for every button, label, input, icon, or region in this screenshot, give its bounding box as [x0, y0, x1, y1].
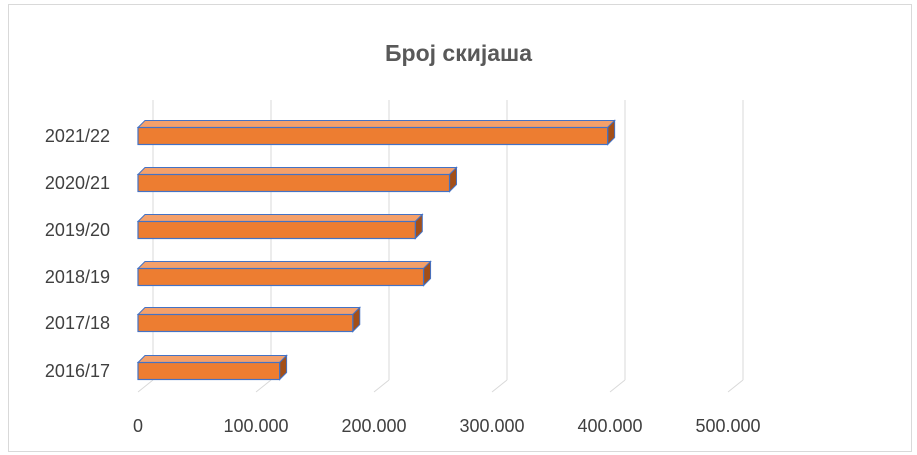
x-tick-label: 0	[133, 416, 143, 436]
category-label-2020/21: 2020/21	[45, 173, 110, 193]
gridline-floor-1	[255, 379, 272, 393]
bar-front-face	[137, 173, 451, 193]
x-tick-label: 400.000	[577, 416, 642, 436]
gridline-floor-5	[727, 379, 744, 393]
x-tick-label: 500.000	[695, 416, 760, 436]
bar-2018/19	[136, 260, 432, 287]
bar-top-face	[136, 307, 361, 315]
bar-2020/21	[136, 166, 458, 193]
category-label-2016/17: 2016/17	[45, 361, 110, 381]
chart-title: Број скијаша	[385, 40, 532, 66]
bar-front-face	[137, 313, 354, 333]
x-tick-label: 100.000	[223, 416, 288, 436]
bar-2017/18	[136, 306, 361, 333]
category-label-2019/20: 2019/20	[45, 220, 110, 240]
category-label-2021/22: 2021/22	[45, 126, 110, 146]
bar-top-face	[136, 120, 616, 128]
gridline-floor-4	[609, 379, 626, 393]
x-tick-label: 300.000	[459, 416, 524, 436]
bar-front-face	[137, 361, 281, 381]
bar-front-face	[137, 220, 416, 240]
category-label-2017/18: 2017/18	[45, 313, 110, 333]
bar-top-face	[136, 214, 424, 222]
gridline-floor-0	[137, 379, 154, 393]
category-label-2018/19: 2018/19	[45, 267, 110, 287]
gridline-floor-3	[491, 379, 508, 393]
x-tick-label: 200.000	[341, 416, 406, 436]
bar-2019/20	[136, 213, 424, 240]
bar-top-face	[136, 261, 432, 269]
gridline-floor-2	[373, 379, 390, 393]
bar-front-face	[137, 267, 425, 287]
bar-top-face	[136, 167, 458, 175]
bar-2016/17	[136, 354, 288, 381]
bar-front-face	[137, 126, 609, 146]
bar-2021/22	[136, 119, 616, 146]
bar-top-face	[136, 355, 288, 363]
